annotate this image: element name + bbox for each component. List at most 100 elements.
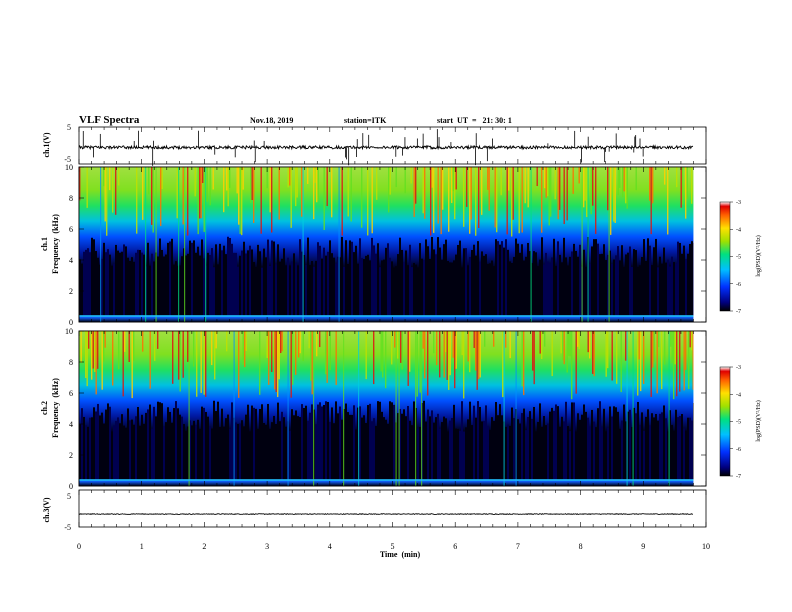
- spectrogram-streak: [584, 167, 586, 201]
- y-tick-label: 6: [69, 389, 73, 398]
- spectrogram-streak: [475, 331, 477, 371]
- spectrogram-streak: [172, 331, 174, 384]
- spectrogram-streak: [676, 167, 678, 188]
- spectrogram-streak: [280, 331, 282, 354]
- spectrogram-column: [289, 265, 291, 316]
- spectrogram-column: [551, 257, 553, 316]
- spectrogram-column: [381, 260, 383, 316]
- spectrogram-column: [111, 265, 113, 316]
- spectrogram-streak: [685, 167, 687, 219]
- spectrogram-column: [353, 252, 355, 316]
- spectrogram-streak: [674, 331, 676, 365]
- spectrogram-column: [563, 237, 565, 316]
- spectrogram-column: [597, 243, 599, 316]
- spectrogram-streak: [463, 331, 465, 399]
- spectrogram-column: [389, 401, 391, 480]
- spectrogram-streak: [109, 167, 111, 191]
- spectrogram-column: [87, 248, 89, 316]
- spectrogram-streak: [394, 331, 396, 348]
- x-tick-label: 3: [265, 542, 269, 551]
- spectrogram-streak: [88, 331, 90, 349]
- spectrogram-column: [383, 259, 385, 316]
- colorbar-ch1-label: log(PSD)(V²/Hz): [755, 235, 762, 276]
- spectrogram-column: [255, 266, 257, 316]
- spectrogram-column: [601, 253, 603, 316]
- spectrogram-streak: [523, 331, 525, 396]
- spectrogram-streak: [476, 331, 478, 390]
- spectrogram-streak: [463, 167, 465, 227]
- spectrogram-column: [195, 252, 197, 316]
- spectrogram-column: [155, 416, 157, 480]
- spectrogram-streak: [200, 167, 202, 219]
- ch1-spec-ylabel-freq: Frequency (kHz): [51, 214, 60, 274]
- spectrogram-column: [135, 416, 137, 480]
- spectrogram-streak: [299, 331, 301, 354]
- spectrogram-column: [271, 422, 273, 480]
- spectrogram-column: [115, 420, 117, 480]
- spectrogram-column: [521, 413, 523, 480]
- colorbar-tick-label: -4: [736, 227, 741, 233]
- spectrogram-column: [173, 408, 175, 480]
- spectrogram-column: [167, 407, 169, 480]
- colorbar-tick-label: -6: [736, 282, 741, 288]
- spectrogram-streak: [511, 167, 513, 237]
- spectrogram-column: [671, 424, 673, 480]
- spectrogram-column: [647, 238, 649, 316]
- spectrogram-streak: [296, 167, 298, 198]
- spectrogram-column: [497, 415, 499, 480]
- colorbar-tick-label: -4: [736, 392, 741, 398]
- spectrogram-column: [609, 406, 611, 480]
- spectrogram-streak: [242, 331, 244, 365]
- spectrogram-column: [257, 428, 259, 480]
- spectrogram-streak: [115, 167, 117, 215]
- spectrogram-column: [161, 249, 163, 316]
- spectrogram-column: [491, 260, 493, 316]
- spectrogram-column: [495, 239, 497, 316]
- spectrogram-column: [227, 236, 229, 316]
- spectrogram-column: [89, 252, 91, 316]
- spectrogram-column: [421, 258, 423, 316]
- spectrogram-streak: [578, 331, 580, 349]
- spectrogram-streak: [95, 331, 97, 395]
- spectrogram-streak: [314, 167, 316, 183]
- spectrogram-column: [123, 425, 125, 480]
- spectrogram-streak: [506, 167, 508, 235]
- spectrogram-sferic: [398, 331, 400, 486]
- spectrogram-streak: [433, 167, 435, 233]
- spectrogram-sferic: [668, 331, 670, 486]
- spectrogram-column: [323, 247, 325, 316]
- spectrogram-streak: [203, 167, 205, 232]
- spectrogram-streak: [613, 167, 615, 222]
- spectrogram-column: [543, 264, 545, 316]
- spectrogram-column: [253, 262, 255, 316]
- spectrogram-streak: [473, 331, 475, 348]
- spectrogram-column: [393, 267, 395, 316]
- spectrogram-column: [403, 262, 405, 316]
- spectrogram-column: [189, 240, 191, 316]
- spectrogram-streak: [302, 331, 304, 362]
- spectrogram-column: [217, 264, 219, 316]
- spectrogram-column: [317, 404, 319, 480]
- spectrogram-column: [621, 245, 623, 316]
- spectrogram-column: [439, 428, 441, 480]
- spectrogram-column: [241, 250, 243, 316]
- spectrogram-streak: [623, 167, 625, 192]
- spectrogram-column: [353, 405, 355, 480]
- spectrogram-column: [631, 427, 633, 480]
- spectrogram-streak: [409, 331, 411, 372]
- spectrogram-streak: [475, 167, 477, 236]
- spectrogram-column: [621, 420, 623, 480]
- spectrogram-streak: [455, 331, 457, 369]
- spectrogram-column: [129, 420, 131, 480]
- spectrogram-column: [627, 411, 629, 480]
- spectrogram-column: [297, 416, 299, 480]
- spectrogram-column: [547, 423, 549, 480]
- spectrogram-column: [195, 424, 197, 480]
- spectrogram-streak: [196, 331, 198, 397]
- spectrogram-column: [227, 414, 229, 480]
- spectrogram-column: [327, 401, 329, 480]
- spectrogram-streak: [266, 167, 268, 189]
- spectrogram-streak: [104, 167, 106, 222]
- spectrogram-column: [315, 260, 317, 316]
- spectrogram-streak: [571, 331, 573, 400]
